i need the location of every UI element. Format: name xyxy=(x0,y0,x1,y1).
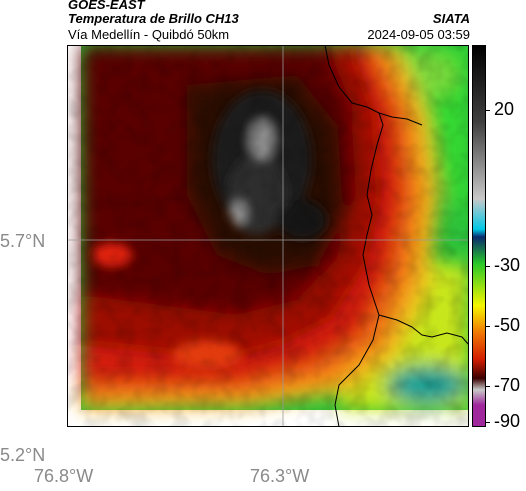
longitude-label-76-3w: 76.3°W xyxy=(250,466,310,486)
timestamp-label: 2024-09-05 03:59 xyxy=(367,27,470,42)
latitude-label-5-7n: 5.7°N xyxy=(0,231,46,251)
latitude-label-5-2n: 5.2°N xyxy=(0,445,46,465)
colorbar-label-minus-30: -30 xyxy=(494,255,521,275)
satellite-name: GOES-EAST xyxy=(68,0,145,12)
region-subtitle: Vía Medellín - Quibdó 50km xyxy=(68,27,230,42)
colorbar-tick xyxy=(486,386,490,387)
colorbar-label-minus-90: -90 xyxy=(494,411,521,431)
colorbar-tick xyxy=(486,326,490,327)
colorbar-label-minus-70: -70 xyxy=(494,375,521,395)
temperature-field xyxy=(81,45,469,410)
colorbar-tick xyxy=(486,266,490,267)
brightness-temperature-map xyxy=(67,45,469,427)
graticule xyxy=(67,45,469,427)
longitude-label-76-8w: 76.8°W xyxy=(34,466,94,486)
organization-label: SIATA xyxy=(432,11,470,26)
colorbar-tick xyxy=(486,422,490,423)
colorbar xyxy=(472,45,486,427)
colorbar-label-20: 20 xyxy=(494,99,515,119)
colorbar-label-minus-50: -50 xyxy=(494,315,521,335)
colorbar-tick xyxy=(486,110,490,111)
border-lines xyxy=(324,45,469,427)
product-title: Temperatura de Brillo CH13 xyxy=(68,11,239,26)
